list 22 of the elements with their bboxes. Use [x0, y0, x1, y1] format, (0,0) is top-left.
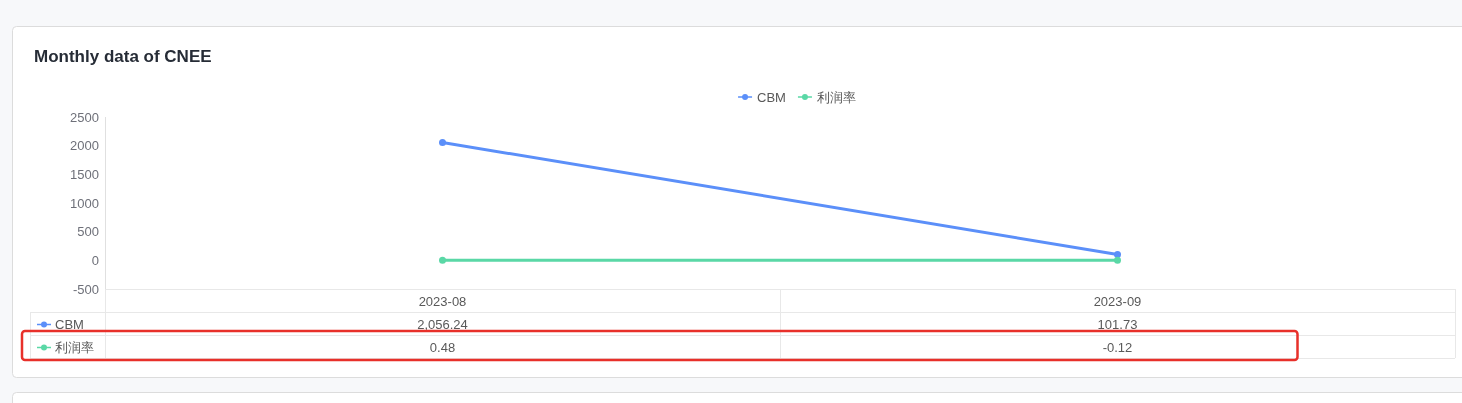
text: 利润率 [55, 340, 94, 355]
y-tick-label: 0 [91, 252, 99, 268]
legend-label: 利润率 [816, 89, 856, 105]
y-tick-label: 2000 [70, 138, 99, 154]
y-tick-label: 1000 [70, 195, 99, 211]
data-label: -0.12 [1102, 340, 1133, 355]
point [439, 138, 446, 146]
chart-title: Monthly data of CNEE [34, 47, 212, 66]
x-tick-label: 2023-08 [418, 294, 467, 309]
data-label: 2,056.24 [417, 317, 468, 332]
data-label: 0.48 [429, 340, 456, 355]
y-tick-label: 2500 [70, 109, 99, 125]
point [439, 256, 446, 264]
x-tick-label: 2023-09 [1093, 294, 1142, 309]
y-tick-label: -500 [72, 281, 99, 297]
data-label: 101.73 [1097, 317, 1138, 332]
point [1114, 256, 1121, 264]
text: CBM [55, 317, 84, 332]
legend-label: CBM [757, 89, 786, 105]
y-tick-label: 500 [77, 224, 99, 240]
point [1114, 251, 1121, 258]
y-tick-label: 1500 [70, 166, 99, 182]
